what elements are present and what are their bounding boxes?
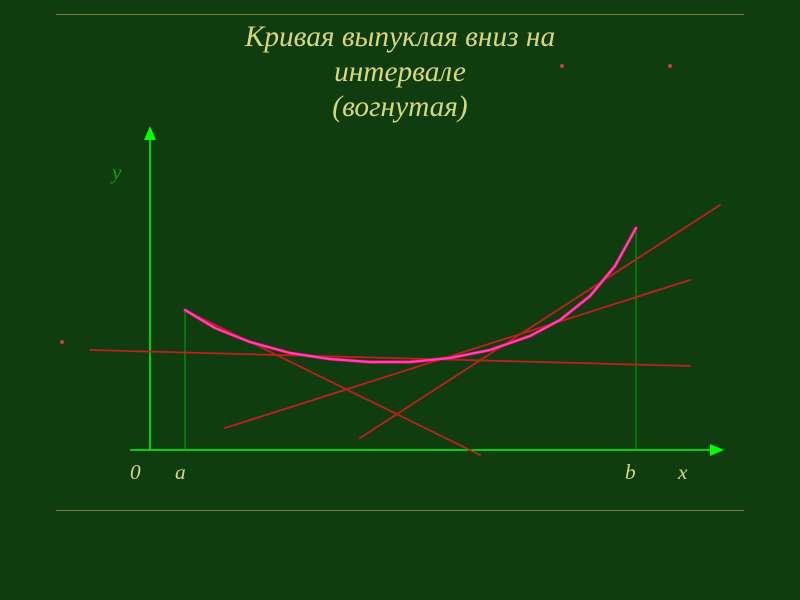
b-label: b xyxy=(625,460,636,485)
x-axis-label: x xyxy=(678,460,687,485)
slide: Кривая выпуклая вниз на интервале (вогну… xyxy=(0,0,800,600)
origin-label: 0 xyxy=(130,460,141,485)
y-axis-label: y xyxy=(112,160,121,185)
a-label: a xyxy=(175,460,186,485)
decorative-dot xyxy=(560,64,564,68)
bottom-rule xyxy=(56,510,744,511)
decorative-dot xyxy=(60,340,64,344)
decorative-dot xyxy=(668,64,672,68)
